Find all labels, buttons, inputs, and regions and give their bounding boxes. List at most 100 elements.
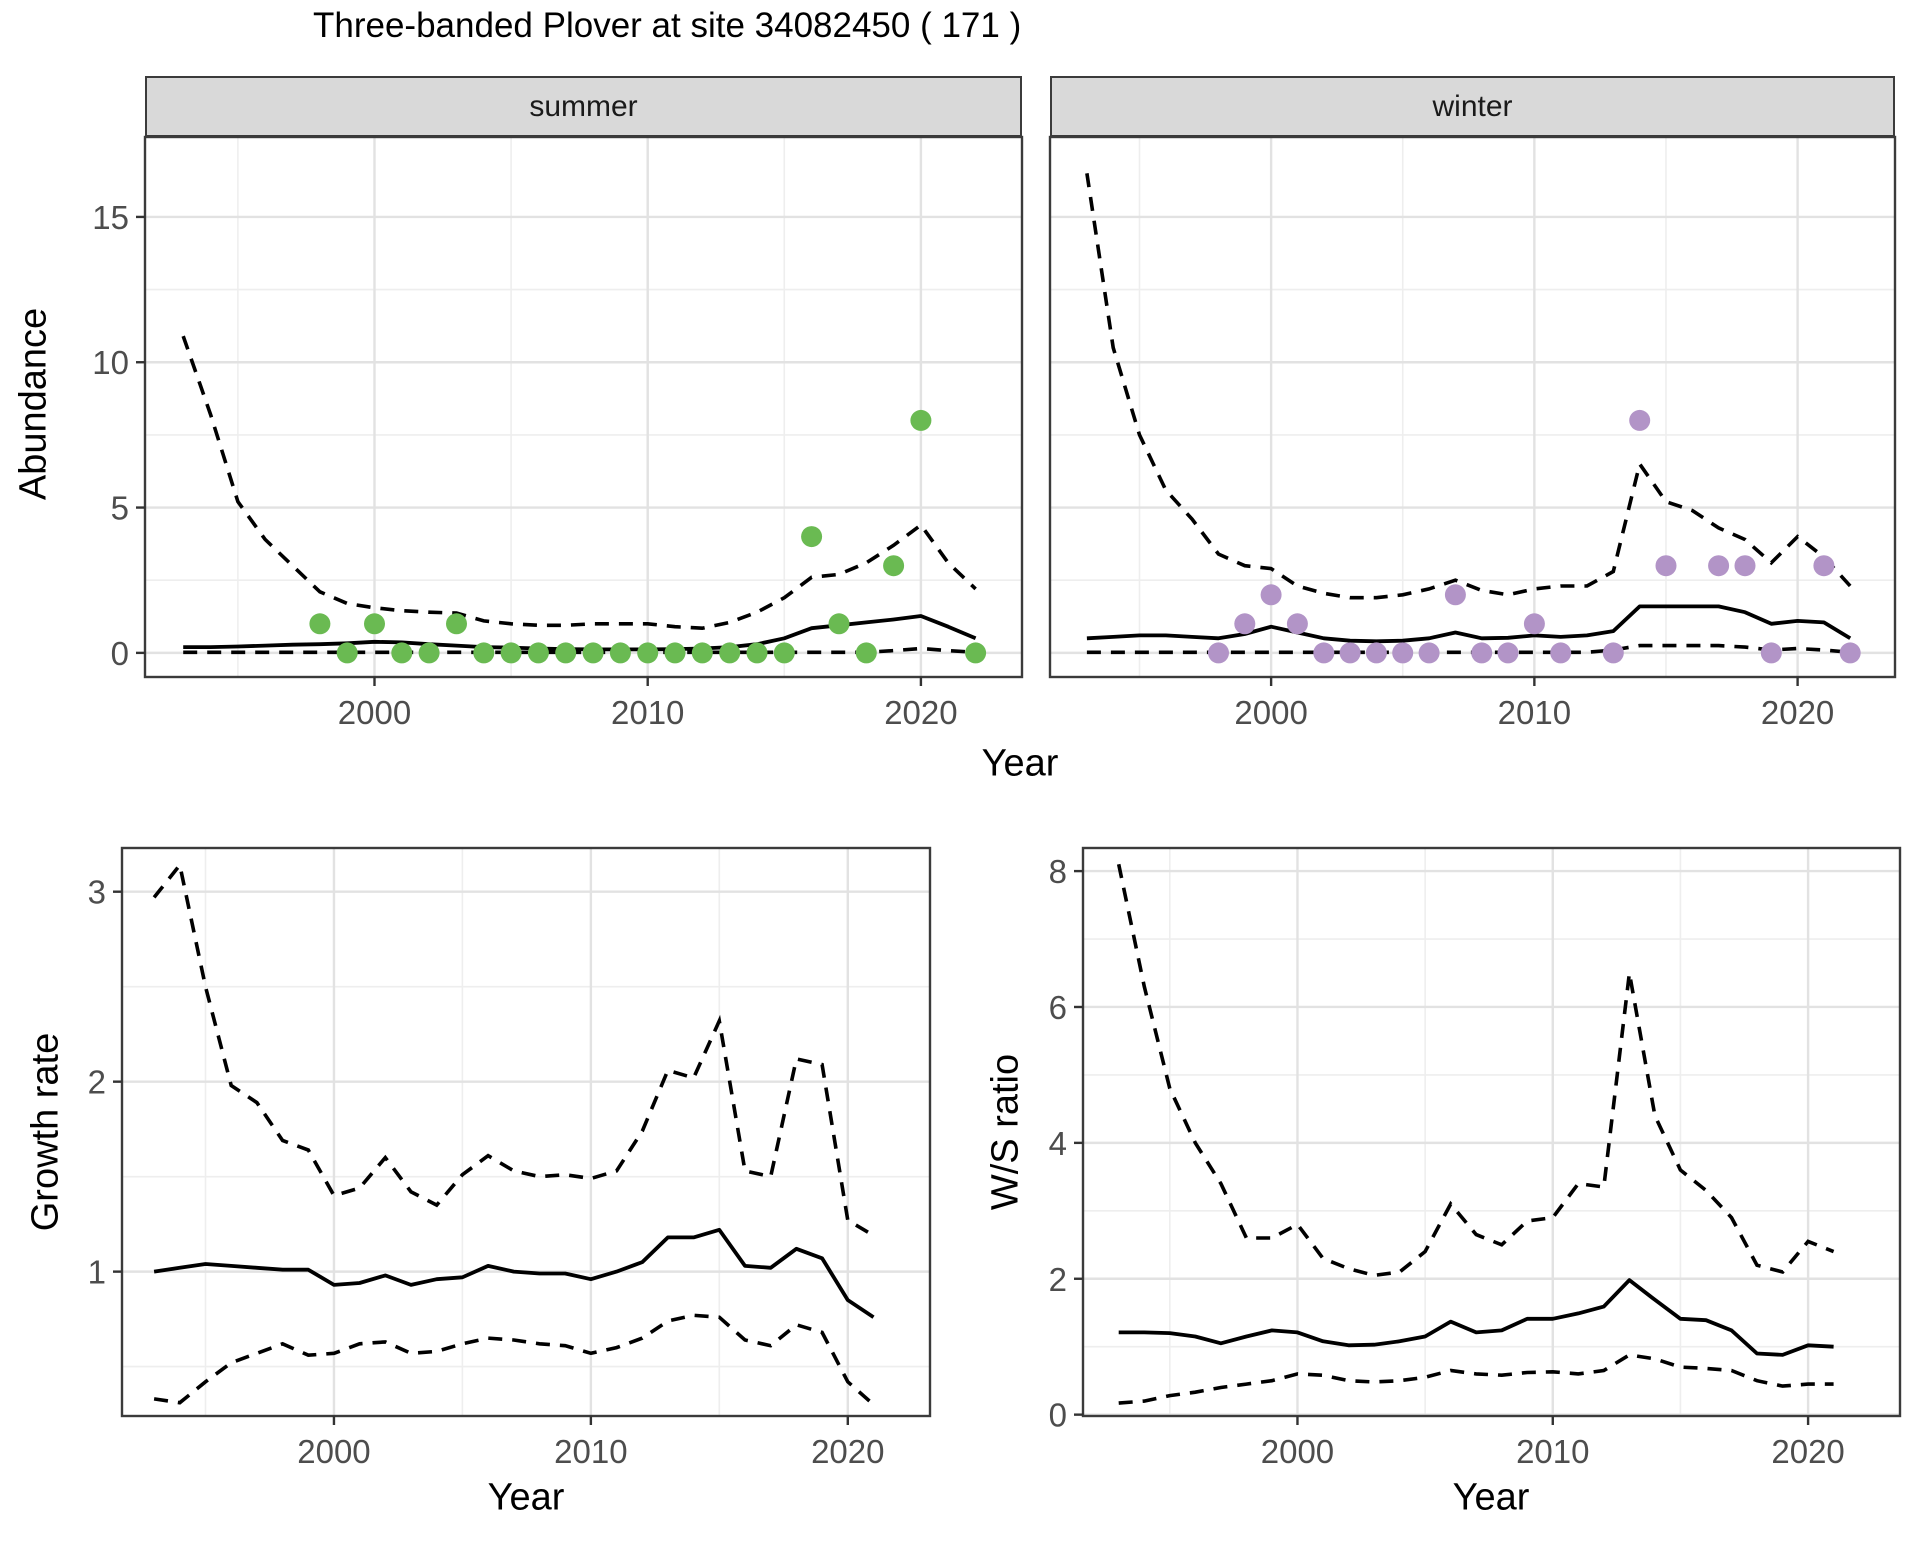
obs-point	[1655, 555, 1677, 577]
obs-point	[664, 642, 686, 664]
facet-strip-winter-label: winter	[1432, 89, 1513, 123]
obs-point	[773, 642, 795, 664]
obs-point	[801, 526, 823, 548]
obs-point	[446, 613, 467, 635]
obs-point	[1497, 642, 1519, 664]
obs-point	[1471, 642, 1493, 664]
obs-point	[1339, 642, 1361, 664]
y-tick-label: 10	[92, 344, 129, 381]
facet-strip-winter: winter	[1050, 76, 1895, 137]
obs-point	[1313, 642, 1335, 664]
obs-point	[637, 642, 659, 664]
obs-point	[1365, 642, 1387, 664]
obs-point	[1392, 642, 1414, 664]
panel-border	[120, 846, 932, 1418]
y-tick-label: 5	[111, 490, 129, 527]
obs-point	[883, 555, 905, 577]
obs-point	[391, 642, 413, 664]
y-tick-label: 3	[88, 874, 106, 911]
y-axis-title-growth-rate: Growth rate	[24, 1032, 67, 1232]
obs-point	[965, 642, 987, 664]
obs-point	[855, 642, 877, 664]
obs-point	[555, 642, 577, 664]
obs-point	[500, 642, 522, 664]
x-tick-label: 2020	[1761, 694, 1834, 731]
lower-ci-line	[1118, 1353, 1834, 1405]
obs-point	[1208, 642, 1229, 664]
facet-strip-summer-label: summer	[529, 89, 638, 123]
obs-point	[1760, 642, 1782, 664]
panel-winter: 2000 2010 2020	[1048, 135, 1897, 731]
chart-title: Three-banded Plover at site 34082450 ( 1…	[313, 6, 1022, 45]
upper-ci-line	[181, 335, 977, 631]
obs-point	[582, 642, 604, 664]
obs-point	[1523, 613, 1545, 635]
obs-point	[691, 642, 713, 664]
x-axis-title-year-bottom-left: Year	[487, 1476, 565, 1519]
series-winter	[1085, 173, 1861, 664]
x-tick-label: 2000	[1234, 694, 1307, 731]
panel-growth: 1 2 3 2000 2010 2020	[88, 846, 932, 1470]
panel-border	[1081, 846, 1902, 1418]
obs-point	[527, 642, 549, 664]
obs-point	[910, 409, 932, 431]
series-growth	[152, 860, 875, 1406]
facet-strip-summer: summer	[145, 76, 1022, 137]
obs-point	[364, 613, 385, 635]
x-tick-label: 2010	[1498, 694, 1571, 731]
obs-point	[719, 642, 741, 664]
y-tick-label: 0	[111, 635, 129, 672]
y-tick-label: 4	[1049, 1125, 1067, 1162]
series-summer	[181, 335, 987, 664]
y-tick-label: 2	[88, 1064, 106, 1101]
x-tick-label: 2010	[1516, 1433, 1589, 1470]
x-tick-label: 2010	[611, 694, 684, 731]
panel-ws: 0 2 4 6 8 2000 2010 2020	[1049, 846, 1902, 1470]
obs-point	[1550, 642, 1572, 664]
obs-point	[336, 642, 358, 664]
x-tick-label: 2020	[1771, 1433, 1844, 1470]
obs-point	[309, 613, 331, 635]
obs-point	[1286, 613, 1308, 635]
panel-summer: 0 5 10 15 2000 2010 2020	[92, 135, 1024, 731]
panel-border	[143, 135, 1024, 679]
upper-ci-line	[152, 860, 875, 1238]
obs-point	[418, 642, 440, 664]
obs-point	[1734, 555, 1756, 577]
y-tick-label: 0	[1049, 1397, 1067, 1434]
x-tick-label: 2000	[297, 1433, 370, 1470]
obs-point	[609, 642, 631, 664]
x-tick-label: 2020	[811, 1433, 884, 1470]
obs-point	[473, 642, 495, 664]
panel-border	[1048, 135, 1897, 679]
obs-point	[1602, 642, 1624, 664]
y-tick-label: 6	[1049, 989, 1067, 1026]
x-axis-title-year-bottom-right: Year	[1452, 1476, 1530, 1519]
lower-ci-line	[183, 646, 976, 655]
obs-point	[1260, 584, 1282, 606]
obs-point	[1708, 555, 1730, 577]
obs-point	[1813, 555, 1835, 577]
upper-ci-line	[1116, 863, 1835, 1278]
x-axis-title-year-top: Year	[981, 742, 1059, 785]
x-tick-label: 2010	[554, 1433, 627, 1470]
upper-ci-line	[1085, 173, 1852, 600]
obs-point	[1444, 584, 1466, 606]
series-ws	[1116, 863, 1835, 1405]
x-tick-label: 2000	[1261, 1433, 1334, 1470]
y-tick-label: 15	[92, 199, 129, 236]
y-tick-label: 1	[88, 1254, 106, 1291]
y-tick-label: 2	[1049, 1261, 1067, 1298]
obs-point	[746, 642, 768, 664]
obs-point	[828, 613, 850, 635]
median-line	[153, 1227, 875, 1319]
y-axis-title-ws-ratio: W/S ratio	[984, 1053, 1027, 1211]
median-line	[1086, 604, 1852, 644]
x-tick-label: 2020	[884, 694, 957, 731]
obs-point	[1839, 642, 1861, 664]
obs-point	[1234, 613, 1256, 635]
lower-ci-line	[153, 1313, 875, 1406]
y-tick-label: 8	[1049, 853, 1067, 890]
